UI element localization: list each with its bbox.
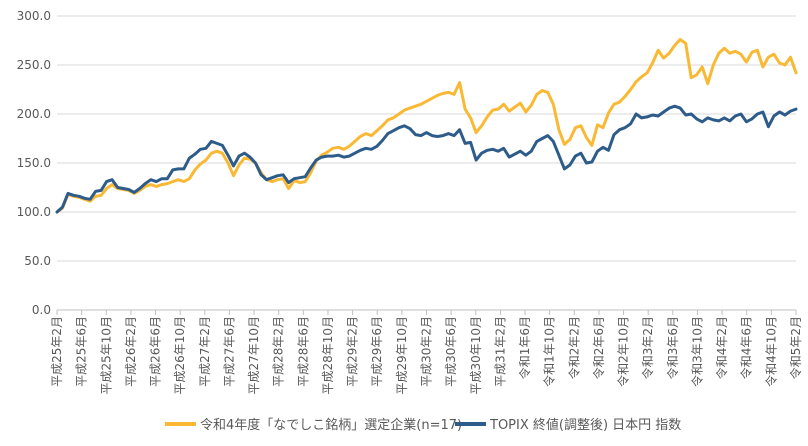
x-tick-label: 平成25年2月 xyxy=(50,316,64,387)
y-tick-label: 0.0 xyxy=(32,303,51,317)
x-tick-label: 平成30年10月 xyxy=(469,316,483,395)
x-tick-label: 平成31年2月 xyxy=(493,316,507,387)
series-line-nadeshiko xyxy=(55,38,798,214)
x-tick-label: 平成29年2月 xyxy=(346,316,360,387)
x-tick-label: 令和2年10月 xyxy=(616,316,631,387)
x-tick-label: 平成28年6月 xyxy=(296,316,310,387)
y-tick-label: 300.0 xyxy=(17,9,51,23)
y-tick-label: 50.0 xyxy=(24,254,51,268)
x-tick-label: 平成28年2月 xyxy=(272,316,286,387)
series-lines xyxy=(55,38,798,214)
x-tick-label: 令和4年2月 xyxy=(714,316,729,379)
x-tick-label: 平成27年6月 xyxy=(222,316,236,387)
y-axis-tick-labels: 0.0 50.0 100.0 150.0 200.0 250.0 300.0 xyxy=(17,9,51,317)
series-line-topix xyxy=(55,104,798,214)
x-tick-label: 平成27年10月 xyxy=(247,316,261,395)
x-tick-label: 令和3年10月 xyxy=(689,316,704,387)
x-tick-label: 平成26年6月 xyxy=(149,316,163,387)
x-axis-tick-labels: 平成25年2月 平成25年6月 平成25年10月 平成26年2月 平成26年6月 平成26… xyxy=(50,316,803,395)
y-tick-label: 150.0 xyxy=(17,156,51,170)
x-tick-label: 平成25年10月 xyxy=(99,316,113,395)
gridlines xyxy=(57,15,796,262)
x-tick-label: 令和4年10月 xyxy=(763,316,778,387)
x-tick-label: 令和3年6月 xyxy=(665,316,680,379)
x-tick-label: 平成25年6月 xyxy=(75,316,89,387)
x-tick-label: 平成29年6月 xyxy=(370,316,384,387)
x-tick-label: 令和3年2月 xyxy=(640,316,655,379)
x-tick-label: 平成30年2月 xyxy=(420,316,434,387)
x-tick-label: 平成28年10月 xyxy=(321,316,335,395)
y-tick-label: 250.0 xyxy=(17,58,51,72)
x-tick-label: 令和1年6月 xyxy=(517,316,532,379)
y-tick-label: 200.0 xyxy=(17,107,51,121)
y-tick-label: 100.0 xyxy=(17,205,51,219)
legend-label-nadeshiko: 令和4年度「なでしこ銘柄」選定企業(n=17) xyxy=(200,417,462,433)
x-tick-label: 令和5年2月 xyxy=(788,316,803,379)
x-tick-label: 平成26年2月 xyxy=(124,316,138,387)
x-tick-label: 令和4年6月 xyxy=(739,316,754,379)
x-tick-label: 平成30年6月 xyxy=(444,316,458,387)
x-tick-label: 平成29年10月 xyxy=(395,316,409,395)
x-tick-label: 令和1年10月 xyxy=(542,316,557,387)
x-tick-label: 令和2年2月 xyxy=(566,316,581,379)
x-tick-label: 令和2年6月 xyxy=(591,316,606,379)
axes xyxy=(56,309,797,315)
legend-label-topix: TOPIX 終値(調整後) 日本円 指数 xyxy=(489,417,681,433)
x-tick-label: 平成27年2月 xyxy=(198,316,212,387)
x-tick-label: 平成26年10月 xyxy=(173,316,187,395)
legend: 令和4年度「なでしこ銘柄」選定企業(n=17) TOPIX 終値(調整後) 日本… xyxy=(165,417,681,433)
